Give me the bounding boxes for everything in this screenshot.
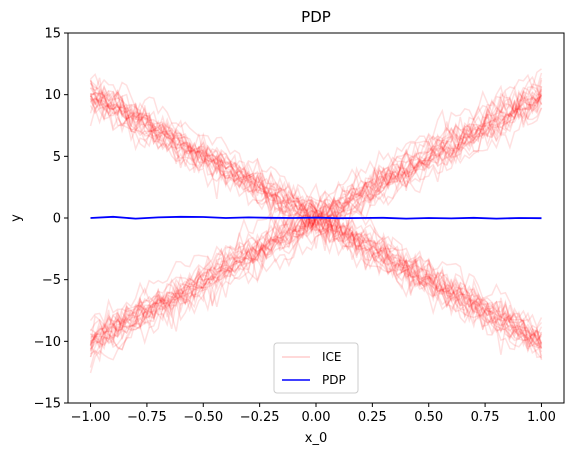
- ice-line: [90, 72, 543, 337]
- ice-line: [90, 85, 543, 344]
- ice-line: [89, 68, 542, 325]
- ice-line: [89, 106, 543, 359]
- ice-line: [89, 94, 543, 358]
- pdp-curve-group: [90, 215, 542, 220]
- legend-pdp-label: PDP: [322, 373, 346, 387]
- y-tick-label: −10: [34, 335, 61, 350]
- y-tick-label: 15: [44, 27, 61, 42]
- legend-ice-label: ICE: [322, 350, 342, 364]
- ice-line: [89, 75, 543, 346]
- ice-line: [89, 93, 542, 347]
- y-tick-label: −15: [34, 397, 61, 412]
- ice-line: [89, 88, 542, 346]
- x-tick-label: 0.25: [358, 410, 387, 425]
- y-tick-label: 0: [53, 212, 61, 227]
- x-tick-label: 0.75: [471, 410, 500, 425]
- x-axis-ticks: −1.00 −0.75 −0.50 −0.25 0.00 0.25 0.50 0.75 1.00: [71, 403, 556, 425]
- ice-line: [89, 79, 543, 338]
- y-tick-label: 5: [53, 150, 61, 165]
- ice-line: [90, 80, 543, 338]
- ice-line: [89, 92, 542, 345]
- ice-line: [90, 88, 543, 337]
- x-tick-label: −0.75: [127, 410, 167, 425]
- pdp-line: [90, 215, 542, 220]
- ice-curves: [89, 68, 543, 374]
- ice-line: [89, 86, 543, 343]
- ice-line: [89, 80, 543, 345]
- ice-line: [89, 87, 543, 357]
- ice-line: [89, 73, 543, 329]
- ice-line: [90, 92, 543, 346]
- ice-line: [89, 97, 543, 358]
- ice-line: [89, 97, 542, 349]
- legend: ICE PDP: [273, 342, 359, 394]
- ice-line: [89, 83, 542, 332]
- x-axis-label: x_0: [305, 431, 327, 446]
- ice-line: [89, 95, 542, 346]
- ice-line: [90, 89, 542, 345]
- ice-line: [89, 90, 543, 346]
- x-tick-label: −1.00: [71, 410, 111, 425]
- ice-line: [89, 77, 543, 343]
- ice-line: [89, 97, 543, 353]
- ice-line: [89, 77, 543, 342]
- ice-line: [90, 97, 542, 359]
- ice-line: [89, 95, 543, 361]
- ice-line: [89, 96, 542, 354]
- ice-line: [89, 103, 543, 349]
- ice-line: [90, 92, 543, 348]
- y-tick-label: 10: [44, 88, 61, 103]
- ice-line: [90, 84, 543, 347]
- ice-line: [90, 98, 543, 356]
- ice-line: [89, 85, 543, 350]
- ice-line: [89, 91, 543, 352]
- x-tick-label: 0.50: [414, 410, 443, 425]
- x-tick-label: −0.25: [240, 410, 280, 425]
- x-tick-label: −0.50: [183, 410, 223, 425]
- ice-line: [89, 82, 543, 344]
- chart-title: PDP: [301, 8, 331, 26]
- ice-line: [89, 100, 543, 355]
- y-axis-ticks: −15 −10 −5 0 5 10 15: [34, 27, 68, 412]
- ice-line: [89, 94, 543, 350]
- ice-line: [89, 87, 543, 344]
- ice-line: [89, 107, 543, 374]
- ice-line: [90, 91, 543, 349]
- y-axis-label: y: [9, 214, 24, 222]
- x-tick-label: 0.00: [302, 410, 331, 425]
- ice-line: [90, 82, 543, 339]
- ice-line: [89, 85, 543, 346]
- x-tick-label: 1.00: [527, 410, 556, 425]
- y-tick-label: −5: [42, 273, 61, 288]
- ice-line: [89, 103, 543, 368]
- ice-line: [89, 96, 543, 356]
